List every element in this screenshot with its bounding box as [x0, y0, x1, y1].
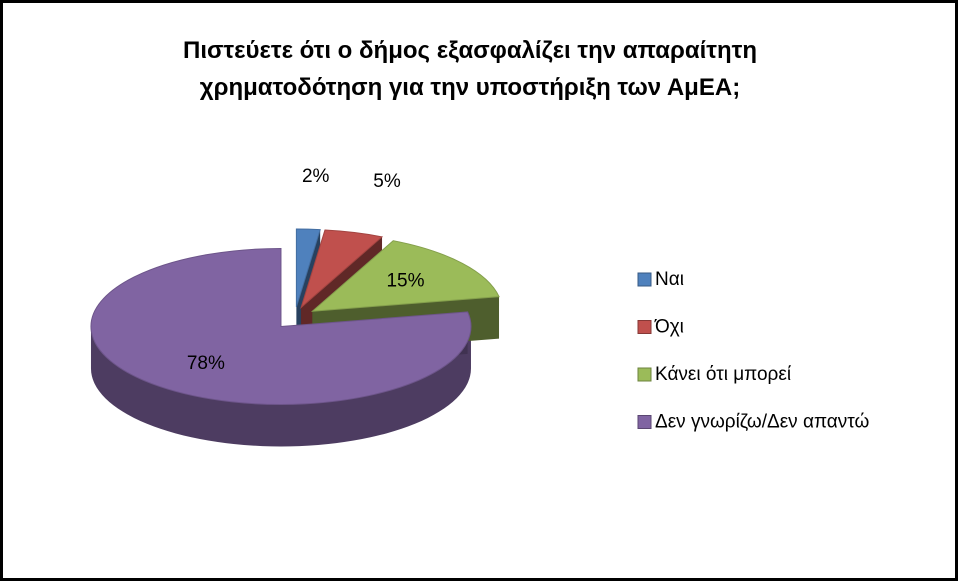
data-label: 15% — [386, 271, 424, 292]
legend-swatch — [637, 272, 652, 287]
legend-swatch — [637, 415, 652, 429]
chart-title: Πιστεύετε ότι ο δήμος εξασφαλίζει την απ… — [182, 37, 757, 101]
slice-side — [90, 326, 471, 447]
legend-swatch — [637, 320, 652, 334]
data-label: 2% — [302, 166, 330, 187]
legend-swatch — [637, 367, 652, 382]
legend-label: Όχι — [654, 317, 684, 338]
slice — [300, 229, 384, 309]
slice — [90, 247, 472, 405]
data-label: 5% — [373, 171, 401, 192]
legend-label: Κάνει ότι μπορεί — [655, 364, 792, 385]
legend-label: Ναι — [655, 269, 684, 290]
slice — [295, 228, 321, 308]
legend-label: Δεν γνωρίζω/Δεν απαντώ — [655, 412, 870, 433]
slice — [310, 240, 500, 312]
data-label: 78% — [187, 353, 225, 374]
